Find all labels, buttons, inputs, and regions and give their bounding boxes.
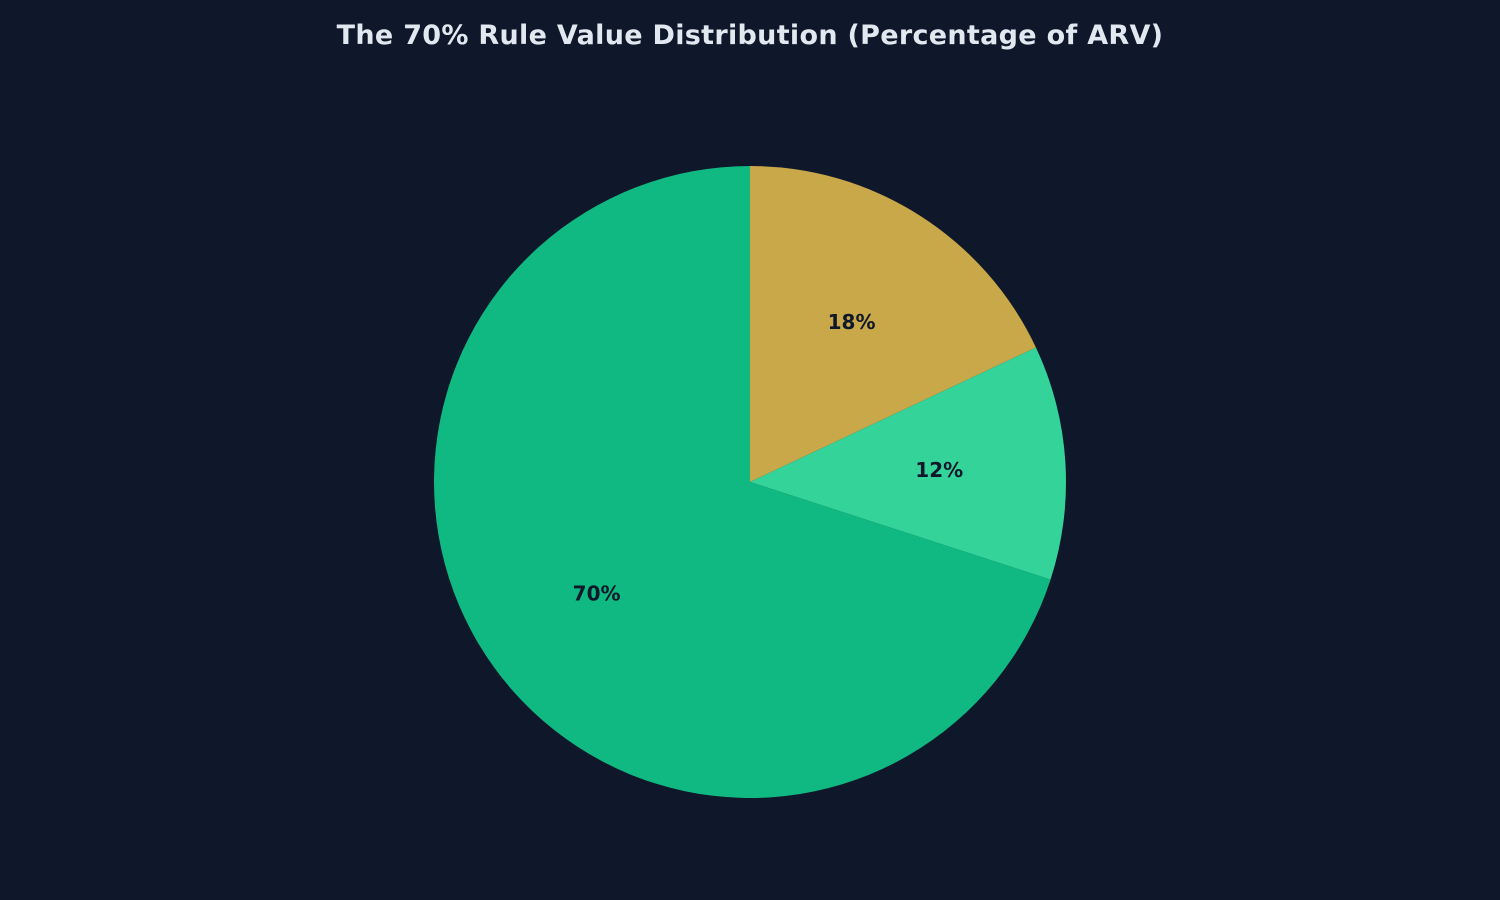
- chart-title: The 70% Rule Value Distribution (Percent…: [336, 20, 1164, 51]
- pie-slice-3: [434, 166, 1051, 798]
- slice-label-3: 70%: [573, 581, 621, 605]
- pie-labels: 18% 12% 70%: [573, 310, 963, 606]
- slice-label-1: 18%: [828, 310, 876, 334]
- pie-slices: [434, 166, 1066, 798]
- pie-slice-2: [750, 347, 1066, 580]
- slice-label-2: 12%: [915, 458, 963, 482]
- pie-slice-1: [750, 166, 1036, 482]
